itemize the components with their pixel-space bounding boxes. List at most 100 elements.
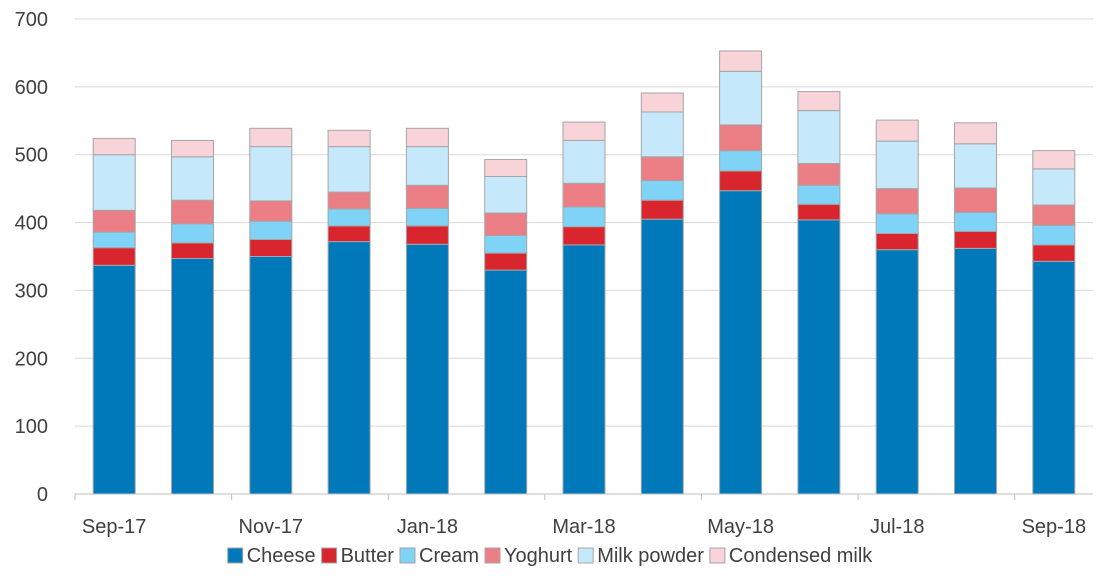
bar-segment-butter [954, 230, 997, 249]
bar-segment-butter [484, 252, 528, 271]
bar-segment-condensed-milk [484, 159, 528, 177]
bar-segment-cheese [640, 218, 684, 495]
legend-label-milk-powder: Milk powder [597, 545, 704, 567]
bar-segment-yoghurt [1032, 204, 1076, 226]
bar-segment-cheese [875, 249, 919, 495]
bar-segment-yoghurt [719, 124, 763, 152]
x-tick-label: Nov-17 [239, 516, 303, 538]
legend: Cheese Butter Cream Yoghurt Milk powder Conde… [227, 545, 873, 567]
y-tick-label: 300 [15, 280, 48, 302]
bar-segment-cream [327, 208, 371, 227]
bar-segment-condensed-milk [797, 91, 841, 112]
y-tick-label: 100 [15, 416, 48, 438]
axes: 0 100 200 300 400 500 600 700 Sep-17 Nov-17 Jan-18… [15, 9, 1093, 538]
bar-segment-cream [562, 206, 606, 228]
bar-segment-milk-powder [327, 146, 371, 193]
x-tick-label: Jan-18 [397, 516, 458, 538]
bar-segment-butter [249, 239, 293, 257]
bar-segment-milk-powder [640, 111, 684, 158]
bar-segment-condensed-milk [875, 119, 919, 142]
bar-segment-condensed-milk [719, 50, 763, 72]
bar-segment-cream [92, 231, 136, 249]
bar-segment-yoghurt [405, 184, 449, 209]
bar-segment-milk-powder [797, 110, 841, 164]
bar-segment-yoghurt [954, 187, 997, 213]
x-tick-label: Mar-18 [552, 516, 615, 538]
legend-label-condensed-milk: Condensed milk [729, 545, 873, 567]
bar-segment-milk-powder [484, 175, 528, 214]
bar-segment-cheese [562, 244, 606, 495]
bar-segment-cream [405, 207, 449, 227]
bar-segment-yoghurt [92, 209, 136, 233]
bar-segment-condensed-milk [640, 92, 684, 113]
y-tick-label: 600 [15, 77, 48, 99]
bar-segment-butter [875, 232, 919, 251]
bar-segment-yoghurt [875, 188, 919, 215]
bar-segment-condensed-milk [562, 121, 606, 141]
bar-segment-butter [405, 225, 449, 245]
legend-swatch-yoghurt [484, 547, 501, 564]
bar-segment-cream [797, 184, 841, 205]
bar-segment-cheese [249, 256, 293, 495]
bar-segment-butter [171, 242, 214, 259]
x-tick-label: Jul-18 [870, 516, 924, 538]
y-tick-label: 200 [15, 348, 48, 370]
bar-segment-butter [1032, 244, 1076, 262]
bar-segment-cheese [719, 190, 763, 495]
bar-segment-yoghurt [484, 212, 528, 237]
bar-segment-milk-powder [171, 156, 214, 201]
bar-segment-yoghurt [327, 191, 371, 210]
y-tick-label: 700 [15, 9, 48, 31]
bar-segment-milk-powder [249, 146, 293, 202]
y-tick-label: 500 [15, 145, 48, 167]
bar-segment-condensed-milk [249, 127, 293, 148]
bar-segment-cream [954, 211, 997, 232]
bar-segment-condensed-milk [327, 129, 371, 148]
bar-segment-butter [327, 225, 371, 243]
x-tick-label: Sep-17 [82, 516, 147, 538]
bar-segment-cream [719, 150, 763, 172]
bar-segment-condensed-milk [171, 140, 214, 158]
bar-segment-butter [92, 247, 136, 266]
bar-segment-yoghurt [562, 182, 606, 208]
bar-segment-cheese [484, 269, 528, 495]
bar-segment-milk-powder [92, 154, 136, 211]
bar-segment-milk-powder [875, 140, 919, 190]
bar-segment-cheese [797, 219, 841, 495]
legend-label-yoghurt: Yoghurt [504, 545, 573, 567]
bar-segment-milk-powder [719, 70, 763, 126]
bar-segment-cream [875, 213, 919, 235]
bar-segment-milk-powder [1032, 168, 1076, 206]
bar-segment-butter [562, 226, 606, 246]
bar-segment-yoghurt [640, 156, 684, 182]
bar-segment-cream [1032, 224, 1076, 246]
bar-segment-cheese [171, 258, 214, 495]
bar-segment-cream [171, 223, 214, 244]
bar-segment-yoghurt [249, 200, 293, 222]
bar-segment-cream [484, 235, 528, 254]
bar-segment-cheese [327, 241, 371, 495]
legend-label-cream: Cream [419, 545, 479, 567]
legend-swatch-butter [321, 547, 338, 564]
y-tick-label: 400 [15, 213, 48, 235]
bar-segment-condensed-milk [1032, 150, 1076, 170]
bar-segment-condensed-milk [954, 122, 997, 145]
bar-segment-butter [640, 199, 684, 220]
bar-segment-cheese [405, 243, 449, 495]
bar-segment-butter [797, 203, 841, 221]
legend-swatch-milk-powder [577, 547, 594, 564]
x-tick-label: Sep-18 [1022, 516, 1087, 538]
bar-segment-cream [249, 220, 293, 240]
legend-swatch-condensed-milk [709, 547, 726, 564]
bars [92, 50, 1076, 495]
bar-segment-cheese [1032, 260, 1076, 495]
legend-swatch-cheese [227, 547, 244, 564]
bar-segment-cheese [954, 247, 997, 495]
bar-segment-yoghurt [797, 163, 841, 186]
bar-segment-milk-powder [954, 143, 997, 189]
x-tick-label: May-18 [707, 516, 774, 538]
bar-segment-cheese [92, 264, 136, 495]
bar-segment-butter [719, 170, 763, 192]
